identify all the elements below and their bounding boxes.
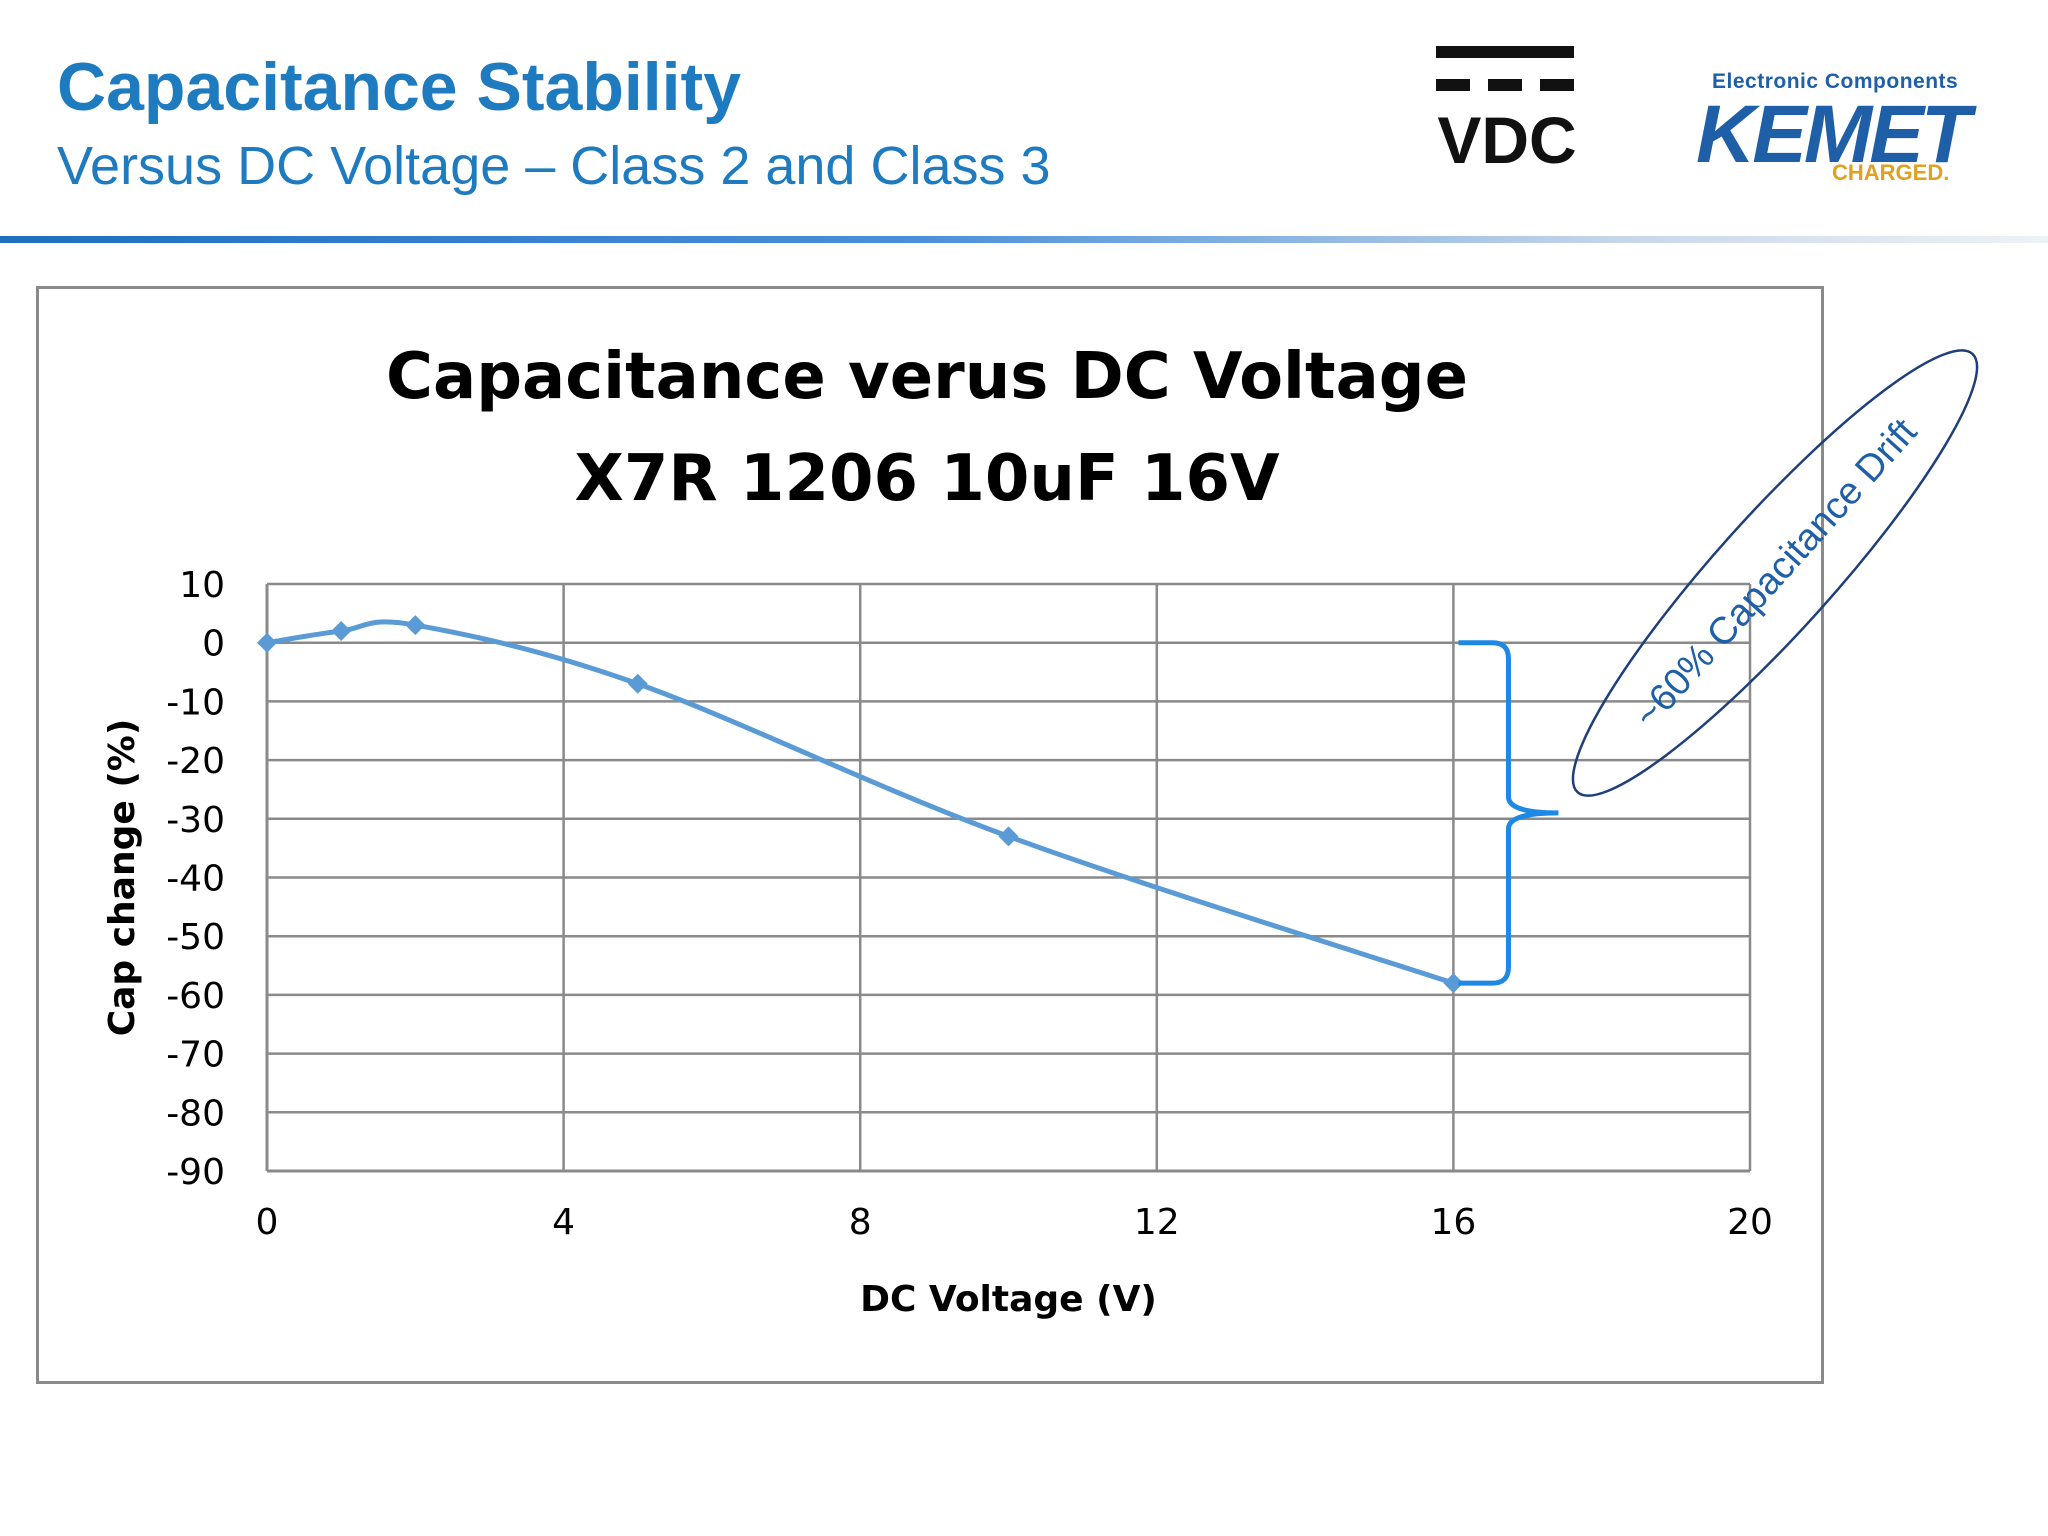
drift-callout: ~60% Capacitance Drift bbox=[1571, 349, 1979, 797]
gridlines bbox=[265, 582, 1752, 1173]
data-point-marker bbox=[627, 673, 648, 694]
slide-subtitle: Versus DC Voltage – Class 2 and Class 3 bbox=[57, 136, 1051, 196]
x-tick-label: 16 bbox=[1430, 1202, 1476, 1243]
callout-text: ~60% Capacitance Drift bbox=[1626, 411, 1925, 737]
y-tick-label: -60 bbox=[166, 976, 225, 1017]
y-axis-label: Cap change (%) bbox=[102, 719, 143, 1037]
y-tick-label: -10 bbox=[166, 682, 225, 723]
x-tick-label: 4 bbox=[552, 1202, 575, 1243]
y-tick-label: 10 bbox=[179, 565, 225, 606]
vdc-logo-text: VDC bbox=[1437, 103, 1577, 177]
x-tick-label: 0 bbox=[256, 1202, 279, 1243]
slide-title: Capacitance Stability bbox=[57, 49, 742, 125]
y-tick-label: -40 bbox=[166, 859, 225, 900]
data-point-marker bbox=[405, 615, 426, 636]
series-line bbox=[266, 619, 1455, 986]
y-tick-label: -20 bbox=[166, 741, 225, 782]
y-tick-label: -30 bbox=[166, 800, 225, 841]
y-tick-label: -90 bbox=[166, 1152, 225, 1193]
data-point-marker bbox=[257, 632, 277, 653]
vdc-logo-icon bbox=[1436, 46, 1574, 91]
y-tick-label: -70 bbox=[166, 1035, 225, 1076]
header-divider bbox=[0, 236, 2048, 243]
kemet-tagline: Electronic Components bbox=[1712, 70, 1959, 93]
x-axis-label: DC Voltage (V) bbox=[860, 1279, 1157, 1320]
series-markers bbox=[257, 615, 1464, 994]
chart-title-line-2: X7R 1206 10uF 16V bbox=[574, 442, 1280, 516]
x-tick-label: 8 bbox=[849, 1202, 872, 1243]
data-point-marker bbox=[331, 620, 352, 641]
kemet-slogan: CHARGED. bbox=[1832, 160, 1950, 185]
x-tick-label: 12 bbox=[1134, 1202, 1180, 1243]
drift-bracket bbox=[1458, 640, 1559, 986]
chart-title-line-1: Capacitance verus DC Voltage bbox=[386, 340, 1468, 414]
data-point-marker bbox=[998, 826, 1019, 847]
y-tick-label: -80 bbox=[166, 1093, 225, 1134]
data-point-marker bbox=[1443, 973, 1464, 994]
x-tick-label: 20 bbox=[1727, 1202, 1773, 1243]
y-tick-label: 0 bbox=[202, 624, 225, 665]
chart-frame bbox=[36, 286, 1824, 1384]
axes bbox=[265, 584, 1750, 1173]
kemet-logo: KEMET bbox=[1696, 89, 1971, 180]
tick-labels: 10 0 -10 -20 -30 -40 -50 -60 -70 -80 -90 0 4 8 12 16 20 bbox=[166, 565, 1773, 1243]
callout-ellipse bbox=[1571, 349, 1979, 797]
y-tick-label: -50 bbox=[166, 917, 225, 958]
